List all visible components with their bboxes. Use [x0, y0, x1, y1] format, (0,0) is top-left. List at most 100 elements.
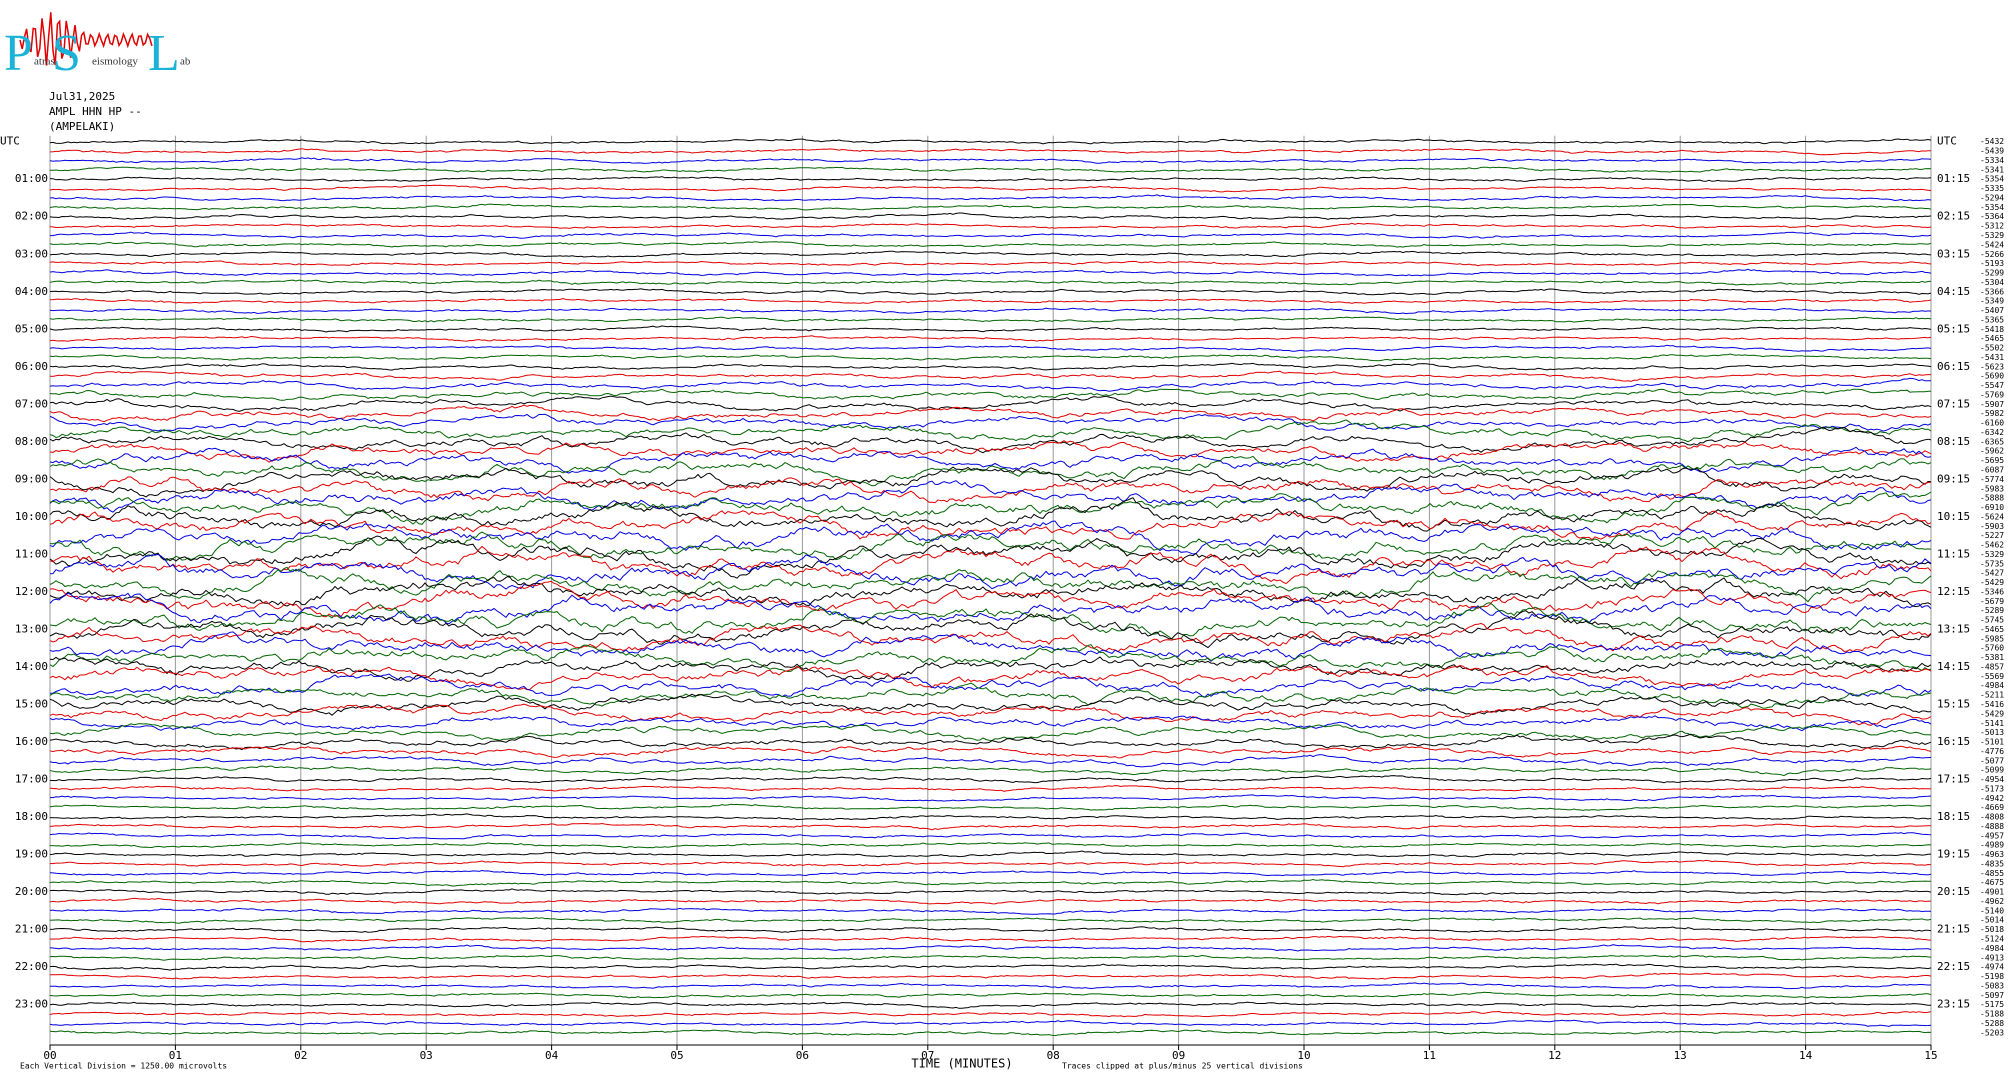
trace	[49, 664, 1932, 691]
trace-mean: -5097	[1980, 991, 2004, 1000]
row-label-right: 05:15	[1937, 322, 1970, 335]
x-tick-label: 15	[1924, 1049, 1937, 1062]
row-label-right: 08:15	[1937, 435, 1970, 448]
trace-mean: -4835	[1980, 859, 2004, 868]
row-label-right: 03:15	[1937, 247, 1970, 260]
row-label-left: 12:00	[15, 585, 48, 598]
trace	[49, 631, 1932, 662]
trace	[49, 785, 1932, 792]
x-tick-label: 09	[1172, 1049, 1185, 1062]
trace	[49, 926, 1932, 933]
trace	[49, 395, 1932, 412]
trace-mean: -4962	[1980, 897, 2004, 906]
trace-mean: -6087	[1980, 466, 2004, 475]
trace-mean: -5366	[1980, 287, 2004, 296]
trace	[49, 715, 1932, 732]
trace-mean: -4942	[1980, 794, 2004, 803]
trace	[49, 575, 1932, 608]
x-tick-label: 03	[420, 1049, 433, 1062]
x-tick-label: 08	[1047, 1049, 1060, 1062]
trace	[49, 316, 1932, 323]
trace	[49, 419, 1932, 443]
trace	[49, 1001, 1931, 1009]
trace	[49, 491, 1932, 525]
trace-mean: -5907	[1980, 400, 2004, 409]
row-label-right: 02:15	[1937, 210, 1970, 223]
trace	[49, 850, 1932, 858]
trace	[49, 510, 1932, 541]
row-label-left: 13:00	[15, 622, 48, 635]
trace-mean: -4776	[1980, 747, 2004, 756]
trace	[49, 832, 1932, 840]
trace-mean: -5569	[1980, 672, 2004, 681]
trace	[49, 497, 1932, 532]
trace	[49, 733, 1932, 751]
trace	[49, 602, 1932, 641]
trace	[49, 754, 1932, 768]
logo-letter: L	[148, 25, 180, 82]
trace	[49, 466, 1932, 498]
trace	[49, 545, 1932, 585]
trace	[49, 184, 1932, 193]
x-tick-label: 14	[1799, 1049, 1813, 1062]
row-label-left: 02:00	[15, 210, 48, 223]
trace-mean: -6342	[1980, 428, 2004, 437]
trace-mean: -5018	[1980, 925, 2004, 934]
trace-mean: -5013	[1980, 728, 2004, 737]
station: AMPL HHN HP --	[49, 105, 142, 118]
clip-note: Traces clipped at plus/minus 25 vertical…	[1062, 1062, 1303, 1071]
row-label-left: 20:00	[15, 885, 48, 898]
x-tick-label: 12	[1548, 1049, 1561, 1062]
trace-mean: -5760	[1980, 644, 2004, 653]
trace	[49, 377, 1931, 392]
trace-mean: -4675	[1980, 878, 2004, 887]
trace-mean: -5188	[1980, 1010, 2004, 1019]
trace-mean: -4974	[1980, 963, 2004, 972]
row-label-left: 19:00	[15, 848, 48, 861]
trace-mean: -5141	[1980, 719, 2004, 728]
trace-mean: -5432	[1980, 137, 2004, 146]
x-tick-label: 07	[921, 1049, 934, 1062]
trace	[49, 869, 1932, 877]
trace	[49, 440, 1932, 463]
row-label-left: 10:00	[15, 510, 48, 523]
trace-mean: -4957	[1980, 831, 2004, 840]
trace	[50, 231, 1932, 239]
trace	[50, 794, 1932, 802]
trace	[50, 972, 1932, 980]
trace-mean: -5439	[1980, 147, 2004, 156]
trace	[49, 335, 1932, 342]
trace-mean: -5623	[1980, 362, 2004, 371]
trace	[49, 822, 1931, 831]
trace-mean: -5124	[1980, 935, 2004, 944]
trace	[49, 723, 1932, 742]
x-tick-label: 02	[294, 1049, 307, 1062]
trace	[49, 592, 1932, 625]
row-label-left: 17:00	[15, 773, 48, 786]
row-label-left: 05:00	[15, 322, 48, 335]
trace-mean: -5424	[1980, 240, 2004, 249]
trace-mean: -5173	[1980, 784, 2004, 793]
trace-mean: -4984	[1980, 944, 2004, 953]
trace-mean: -4888	[1980, 822, 2004, 831]
row-label-right: 06:15	[1937, 360, 1970, 373]
trace	[49, 944, 1932, 952]
trace	[49, 325, 1932, 333]
row-label-left: 15:00	[15, 698, 48, 711]
trace-mean: -5624	[1980, 512, 2004, 521]
trace-mean: -5502	[1980, 344, 2004, 353]
trace-mean: -5547	[1980, 381, 2004, 390]
trace	[49, 176, 1932, 182]
trace-mean: -5341	[1980, 165, 2004, 174]
trace	[49, 480, 1932, 513]
trace	[49, 194, 1932, 202]
trace	[49, 426, 1932, 454]
trace-mean: -5294	[1980, 193, 2004, 202]
x-tick-label: 01	[169, 1049, 182, 1062]
trace	[49, 260, 1932, 267]
trace-mean: -5335	[1980, 184, 2004, 193]
trace	[49, 222, 1932, 229]
trace-mean: -5193	[1980, 259, 2004, 268]
trace-mean: -5982	[1980, 409, 2004, 418]
